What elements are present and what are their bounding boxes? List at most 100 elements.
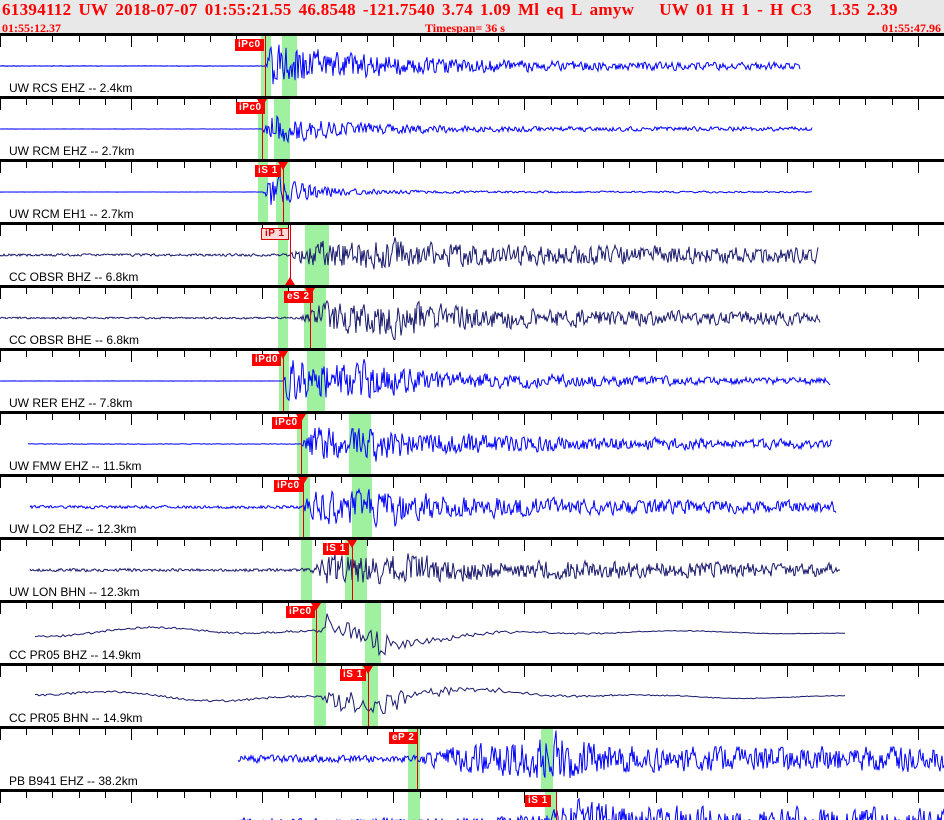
trace-row[interactable]: iPd0 UW RER EHZ -- 7.8km: [0, 351, 944, 411]
axis-tick-major: [918, 792, 919, 803]
event-depth: 3.74: [442, 0, 473, 19]
axis-tick-minor: [760, 414, 761, 420]
phase-pick-line[interactable]: [352, 540, 353, 600]
phase-pick-label[interactable]: iS 1: [323, 543, 349, 555]
event-num: 1: [741, 0, 751, 19]
axis-tick-minor: [420, 477, 421, 483]
trace-row[interactable]: iPc0 UW RCM EHZ -- 2.7km: [0, 99, 944, 159]
axis-tick-minor: [79, 540, 80, 546]
phase-pick-line[interactable]: [301, 414, 302, 474]
axis-tick-minor: [446, 99, 447, 105]
axis-tick-major: [131, 225, 132, 236]
axis-tick-minor: [341, 36, 342, 42]
trace-row[interactable]: iS 1 CC PR05 BHN -- 14.9km: [0, 666, 944, 726]
phase-pick-label[interactable]: eP 2: [389, 732, 418, 744]
axis-tick-minor: [26, 540, 27, 546]
phase-pick-line[interactable]: [316, 603, 317, 663]
phase-pick-line[interactable]: [556, 792, 557, 820]
axis-tick-minor: [341, 288, 342, 294]
axis-tick-major: [787, 729, 788, 740]
axis-tick-minor: [26, 666, 27, 672]
axis-tick-major: [393, 288, 394, 299]
trace-row[interactable]: iS 1 UW LON BHN -- 12.3km: [0, 540, 944, 600]
axis-tick-minor: [105, 288, 106, 294]
axis-tick-major: [656, 729, 657, 740]
phase-pick-label[interactable]: iPd0: [252, 354, 282, 366]
trace-row[interactable]: iPc0 UW RCS EHZ -- 2.4km: [0, 36, 944, 96]
axis-tick-minor: [498, 99, 499, 105]
phase-pick-line[interactable]: [265, 36, 266, 96]
axis-tick-minor: [551, 540, 552, 546]
trace-station-label: CC PR05 BHN -- 14.9km: [9, 711, 143, 725]
axis-tick-major: [524, 792, 525, 803]
axis-tick-major: [918, 477, 919, 488]
axis-tick-minor: [577, 225, 578, 231]
axis-tick-major: [656, 792, 657, 803]
trace-row[interactable]: iS 1PB B941 EH2 -- 38.2km: [0, 792, 944, 820]
axis-tick-major: [656, 225, 657, 236]
axis-tick-minor: [79, 603, 80, 609]
phase-pick-line[interactable]: [283, 162, 284, 222]
axis-tick-major: [524, 99, 525, 110]
phase-pick-line[interactable]: [262, 99, 263, 159]
event-longitude: -121.7540: [362, 0, 436, 19]
trace-station-label: CC PR05 BHZ -- 14.9km: [9, 648, 142, 662]
axis-tick-minor: [839, 666, 840, 672]
axis-tick-minor: [839, 792, 840, 798]
axis-tick-minor: [52, 351, 53, 357]
axis-tick-minor: [26, 36, 27, 42]
phase-pick-line[interactable]: [303, 477, 304, 537]
phase-pick-label[interactable]: iP 1: [261, 228, 289, 240]
pick-window-band: [362, 666, 378, 726]
trace-row[interactable]: eS 2 CC OBSR BHE -- 6.8km: [0, 288, 944, 348]
waveform: [237, 730, 944, 779]
axis-tick-minor: [288, 666, 289, 672]
phase-pick-label[interactable]: iS 1: [340, 669, 366, 681]
waveform: [0, 359, 831, 402]
time-axis-ticks: [0, 351, 944, 363]
axis-tick-minor: [472, 99, 473, 105]
axis-tick-minor: [813, 225, 814, 231]
axis-tick-minor: [551, 603, 552, 609]
phase-pick-label[interactable]: iPc0: [274, 480, 303, 492]
phase-pick-label[interactable]: iPc0: [235, 39, 264, 51]
axis-tick-minor: [865, 288, 866, 294]
phase-pick-line[interactable]: [417, 729, 418, 789]
axis-tick-major: [393, 477, 394, 488]
trace-row[interactable]: iPc0 CC PR05 BHZ -- 14.9km: [0, 603, 944, 663]
axis-tick-minor: [892, 729, 893, 735]
phase-pick-line[interactable]: [310, 288, 311, 348]
window-start-time: 01:55:12.37: [2, 21, 61, 35]
trace-row[interactable]: iPc0 UW FMW EHZ -- 11.5km: [0, 414, 944, 474]
axis-tick-major: [524, 351, 525, 362]
trace-row[interactable]: eP 2 PB B941 EHZ -- 38.2km: [0, 729, 944, 789]
phase-pick-line[interactable]: [283, 351, 284, 411]
axis-tick-minor: [52, 729, 53, 735]
axis-tick-minor: [315, 162, 316, 168]
phase-pick-label[interactable]: iPc0: [272, 417, 301, 429]
axis-tick-major: [787, 603, 788, 614]
axis-tick-minor: [367, 99, 368, 105]
axis-tick-minor: [813, 729, 814, 735]
axis-tick-major: [524, 225, 525, 236]
axis-tick-major: [787, 666, 788, 677]
axis-tick-minor: [341, 225, 342, 231]
trace-stack[interactable]: iPc0 UW RCS EHZ -- 2.4km iPc0 UW RCM EHZ --…: [0, 33, 944, 820]
axis-tick-major: [656, 414, 657, 425]
phase-pick-line[interactable]: [290, 225, 291, 285]
axis-tick-major: [918, 351, 919, 362]
trace-row[interactable]: iP 1 CC OBSR BHZ -- 6.8km: [0, 225, 944, 285]
phase-pick-label[interactable]: iPc0: [286, 606, 315, 618]
phase-pick-label[interactable]: iS 1: [525, 795, 551, 807]
phase-pick-label[interactable]: iS 1: [255, 165, 281, 177]
axis-tick-major: [787, 477, 788, 488]
axis-tick-minor: [236, 288, 237, 294]
axis-tick-minor: [236, 540, 237, 546]
axis-tick-major: [262, 729, 263, 740]
axis-tick-minor: [52, 477, 53, 483]
trace-row[interactable]: iS 1 UW RCM EH1 -- 2.7km: [0, 162, 944, 222]
axis-tick-major: [393, 603, 394, 614]
phase-pick-line[interactable]: [368, 666, 369, 726]
axis-tick-major: [0, 729, 1, 740]
trace-row[interactable]: iPc0 UW LO2 EHZ -- 12.3km: [0, 477, 944, 537]
